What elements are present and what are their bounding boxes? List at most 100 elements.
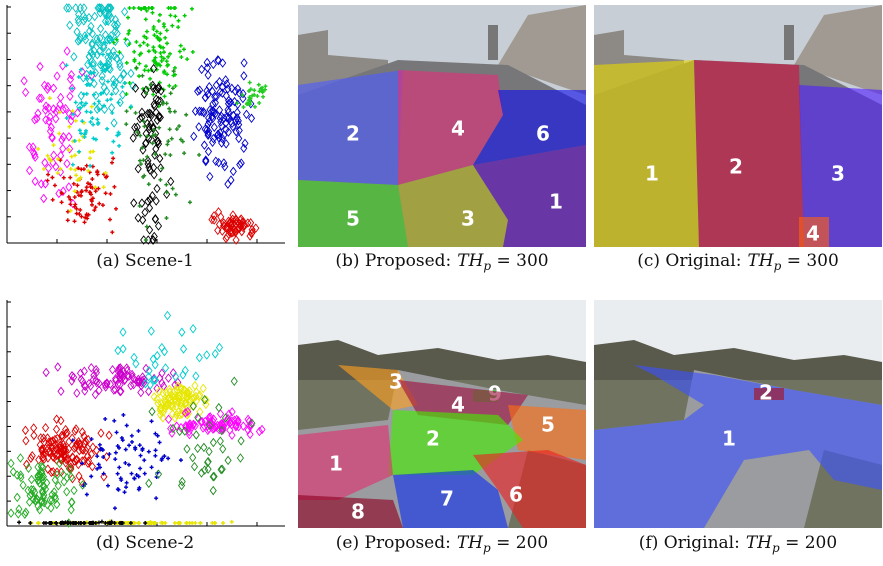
point [106, 80, 110, 84]
point [213, 157, 219, 165]
point [32, 177, 38, 185]
point [98, 25, 104, 33]
point [152, 361, 158, 369]
point [169, 91, 173, 95]
point [201, 141, 207, 149]
point [108, 218, 112, 222]
point [123, 81, 127, 85]
point [257, 83, 261, 87]
point [71, 163, 75, 167]
caption-eq: = 200 [491, 533, 549, 553]
point [195, 444, 201, 452]
point [223, 92, 229, 100]
point [229, 84, 235, 92]
point [75, 183, 79, 187]
point [37, 63, 43, 71]
point [134, 111, 138, 115]
point [55, 363, 61, 371]
caption-eq: = 200 [780, 533, 838, 553]
point [204, 64, 210, 72]
point [74, 173, 78, 177]
point [122, 8, 128, 16]
point [60, 200, 64, 204]
point [62, 176, 66, 180]
point [155, 29, 159, 33]
point [154, 185, 160, 193]
point [205, 71, 211, 79]
point [98, 429, 104, 437]
point [105, 127, 109, 131]
point [200, 384, 206, 392]
region-label: 8 [351, 500, 365, 524]
point [48, 504, 54, 512]
point [181, 345, 187, 353]
point [60, 471, 66, 479]
panel: 12 [594, 300, 882, 528]
point [168, 13, 172, 17]
point [54, 72, 60, 80]
point [64, 4, 70, 12]
point [179, 55, 183, 59]
point [188, 200, 192, 204]
point [130, 440, 134, 444]
tower [488, 25, 498, 60]
point [228, 176, 234, 184]
point [225, 180, 231, 188]
point [171, 86, 175, 90]
point [180, 371, 186, 379]
point [73, 219, 77, 223]
region-label: 1 [329, 452, 343, 476]
point [22, 426, 28, 434]
point [66, 183, 72, 191]
point [106, 431, 112, 439]
point [43, 368, 49, 376]
point [91, 150, 95, 154]
region-label: 1 [645, 162, 659, 186]
point [81, 4, 87, 12]
point [110, 366, 116, 374]
caption-text: (b) Proposed: [335, 251, 451, 271]
point [196, 123, 202, 131]
point [102, 185, 106, 189]
point [160, 166, 164, 170]
region-label: 2 [729, 155, 743, 179]
point [146, 479, 152, 487]
point [85, 164, 89, 168]
point [57, 132, 61, 136]
point [10, 468, 16, 476]
point [192, 107, 198, 115]
point [257, 101, 261, 105]
point [148, 327, 154, 335]
region-label: 5 [346, 207, 360, 231]
point [71, 53, 77, 61]
point [46, 173, 50, 177]
point [193, 521, 197, 525]
point [117, 101, 121, 105]
point [212, 350, 218, 358]
point [123, 461, 127, 465]
point [217, 344, 223, 352]
point [116, 487, 120, 491]
point [188, 521, 192, 525]
point [42, 167, 46, 171]
point [110, 230, 114, 234]
point [74, 100, 78, 104]
point [79, 215, 83, 219]
point [127, 463, 131, 467]
tower [784, 25, 794, 60]
point [14, 493, 20, 501]
point [74, 119, 78, 123]
point [82, 167, 86, 171]
point [193, 372, 199, 380]
point [125, 61, 129, 65]
point [162, 50, 166, 54]
caption-math: TH [457, 533, 484, 553]
point [196, 354, 202, 362]
point [163, 152, 167, 156]
point [199, 65, 205, 73]
point [89, 120, 93, 124]
point [72, 182, 76, 186]
point [191, 463, 197, 471]
point [252, 88, 256, 92]
point [128, 69, 134, 77]
